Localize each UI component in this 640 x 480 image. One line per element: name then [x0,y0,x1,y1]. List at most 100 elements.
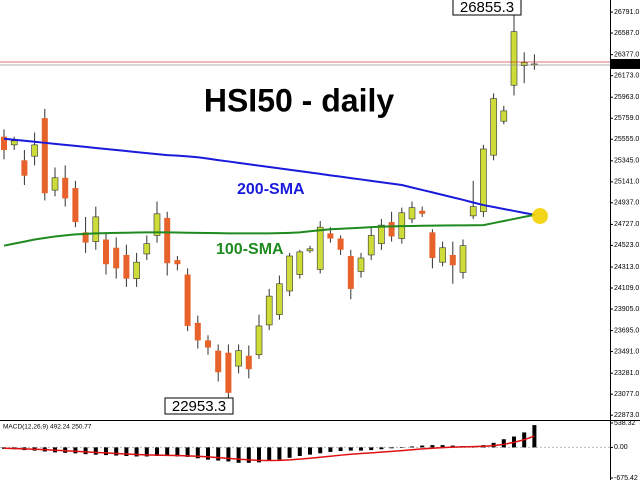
macd-bar [257,447,261,463]
macd-bar [277,447,282,460]
chart-title: HSI50 - daily [204,82,395,118]
macd-bar [175,447,180,457]
candle-body [520,62,528,66]
macd-bar [216,447,221,461]
macd-bar [440,445,445,448]
y-tick-label: 25759.0 [614,115,639,122]
candle-body [123,254,130,279]
candle-body [205,340,211,348]
candle-body [327,233,334,239]
macd-bar [369,447,374,451]
candle-body [276,283,283,315]
candle-body [469,206,477,217]
macd-bar [308,447,312,455]
macd-signal [3,435,535,462]
annotation-box [164,397,234,415]
macd-bar [185,447,190,457]
candle-body [367,235,375,256]
candle-body [10,140,18,146]
candle-body [306,248,314,252]
macd-bar [2,447,6,449]
moving-average [3,213,535,247]
candle-body [103,239,109,265]
macd-bar [104,447,108,456]
candle-body [510,31,518,86]
y-tick-label: 23905.0 [614,306,639,313]
candle-body [62,177,69,199]
y-tick-label: 23491.0 [614,348,639,355]
annotation-label: 22953.3 [172,398,226,415]
macd-y-tick-label: 538.32 [614,420,636,427]
candle-body [113,247,120,269]
y-tick-label: 24523.0 [614,242,639,249]
candle-body [296,251,304,275]
candle-body [480,148,487,213]
candle-body [459,245,467,273]
candle-body [31,144,38,157]
y-tick-label: 24109.0 [614,285,639,292]
current-price-label: 26286.3 [613,61,638,68]
y-tick-label: 25141.0 [614,179,639,186]
annotation-label: 26855.3 [460,0,514,16]
candle-body [51,177,59,191]
candle-body [235,350,242,367]
moving-average [3,137,535,216]
candle-body [449,254,456,266]
macd-bar [206,447,210,460]
macd-bar [267,447,272,461]
candle-body [490,98,497,156]
candle-body [245,355,252,370]
candle-body [388,222,395,237]
macd-bar [287,447,292,458]
macd-bar [297,447,302,457]
candle-body [143,243,151,255]
candle-body [255,325,263,356]
candle-body [337,238,344,250]
y-tick-label: 26173.0 [614,72,639,79]
candle-body [82,232,89,243]
candle-body [21,160,28,176]
macd-bar [359,447,363,451]
macd-bar [236,447,241,463]
candle-body [133,261,140,279]
macd-bar [318,447,323,454]
candle-body [1,136,7,151]
macd-bar [226,447,231,462]
candle-body [184,274,191,326]
macd-bar [399,447,404,448]
y-tick-label: 26377.0 [614,51,639,58]
candle-body [429,232,436,259]
macd-bar [114,447,119,456]
macd-bar [195,447,200,459]
candle-body [174,260,181,265]
candle-body [164,217,171,264]
candle-body [378,224,385,244]
macd-bar [124,447,129,457]
series-label: 100-SMA [216,241,284,258]
y-tick-label: 23695.0 [614,327,639,334]
candle-body [316,226,324,270]
macd-bar [410,446,414,448]
candle-body [225,352,232,393]
macd-bar [144,447,149,457]
current-price-box [611,58,640,69]
candle-body [194,322,201,341]
macd-bar [134,447,139,457]
candle-body [215,350,222,373]
candle-body [500,110,508,122]
candle-body [92,216,100,242]
candle-body [41,118,48,194]
macd-bar [420,445,425,448]
candle-body [439,247,446,263]
macd-bar [155,447,159,457]
candle-body [357,257,365,272]
y-tick-label: 24727.0 [614,221,639,228]
y-tick-label: 23077.0 [614,391,639,398]
macd-bar [338,447,343,452]
candle-body [286,255,293,292]
macd-bar [430,445,435,448]
y-tick-label: 26791.0 [614,9,639,16]
y-tick-label: 24937.0 [614,200,639,207]
macd-title: MACD(12,26,9) 492.24 250.77 [3,424,92,431]
macd-bar [348,447,353,451]
